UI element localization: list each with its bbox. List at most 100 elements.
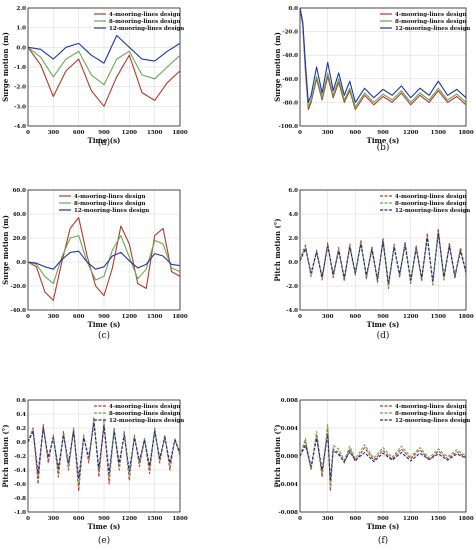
- y-tick-label: -20.0: [10, 284, 26, 290]
- x-tick-label: 1800: [172, 130, 187, 136]
- y-tick-label: -0.8: [14, 496, 26, 502]
- y-tick-label: 0.000: [281, 454, 298, 460]
- y-axis-label: Surge motion (m): [1, 32, 10, 102]
- x-tick-label: 600: [73, 130, 85, 136]
- legend-label: 12-mooring-lines design: [395, 418, 470, 424]
- x-tick-label: 0: [26, 314, 30, 320]
- legend-label: 8-mooring-lines design: [395, 19, 466, 25]
- y-tick-label: 0.0: [288, 260, 298, 266]
- x-tick-label: 300: [322, 130, 334, 136]
- y-tick-label: 4.0: [288, 212, 298, 218]
- legend-label: 12-mooring-lines design: [109, 418, 184, 424]
- series-line-3: [27, 34, 181, 64]
- series-line-1: [27, 416, 181, 492]
- x-tick-label: 900: [377, 314, 389, 320]
- y-tick-label: -4.0: [286, 308, 298, 314]
- series-line-1: [27, 46, 181, 107]
- y-tick-label: 2.0: [288, 236, 298, 242]
- x-tick-label: 0: [298, 130, 302, 136]
- x-axis-label: Time (s): [367, 320, 400, 329]
- plot-frame: [299, 189, 467, 311]
- y-tick-label: -2.0: [14, 85, 26, 91]
- y-tick-label: 0.2: [16, 426, 26, 432]
- x-axis-label: Time (s): [367, 136, 400, 145]
- series-line-1: [299, 227, 467, 289]
- panel-label: (a): [98, 137, 110, 148]
- y-tick-label: 0.6: [16, 398, 26, 404]
- series-line-3: [27, 250, 181, 270]
- series-line-3: [27, 422, 181, 479]
- plot-frame: [27, 399, 181, 513]
- y-tick-label: 20.0: [13, 236, 27, 242]
- plot-frame: [299, 7, 467, 127]
- y-axis-label: Pitch motion (°): [273, 424, 282, 487]
- series-line-3: [299, 232, 467, 285]
- panel-label: (e): [98, 535, 110, 546]
- y-axis-label: Pitch motion (°): [1, 424, 10, 487]
- x-tick-label: 1500: [431, 130, 446, 136]
- x-tick-label: 300: [322, 314, 334, 320]
- x-tick-label: 900: [377, 130, 389, 136]
- legend-label: 12-mooring-lines design: [395, 26, 470, 32]
- chart-panel-2: 0 300 600 900 1200 1500 1800 0.0 -20.0 -40.0 -60.0…: [273, 6, 474, 153]
- y-tick-label: 60.0: [13, 188, 27, 194]
- x-axis-label: Time (s): [367, 522, 400, 531]
- x-tick-label: 600: [73, 516, 85, 522]
- y-axis-label: Surge motion (m): [273, 32, 282, 102]
- y-tick-label: -20.0: [282, 30, 298, 36]
- x-tick-label: 900: [377, 516, 389, 522]
- y-tick-label: 0.0: [288, 6, 298, 12]
- plot-frame: [27, 7, 181, 127]
- x-tick-label: 600: [73, 314, 85, 320]
- y-tick-label: -2.0: [286, 284, 298, 290]
- legend-label: 4-mooring-lines design: [395, 194, 466, 200]
- y-tick-label: -40.0: [10, 308, 26, 314]
- y-tick-label: 40.0: [13, 212, 27, 218]
- y-tick-label: -60.0: [282, 77, 298, 83]
- series-line-1: [299, 7, 467, 111]
- x-tick-label: 0: [26, 516, 30, 522]
- chart-panel-3: 0 300 600 900 1200 1500 1800 60.0 40.0 20.0 0.0 -20…: [1, 188, 188, 341]
- x-tick-label: 1800: [458, 130, 473, 136]
- x-tick-label: 1200: [122, 516, 137, 522]
- legend-label: 12-mooring-lines design: [74, 208, 149, 214]
- x-tick-label: 0: [298, 516, 302, 522]
- y-tick-label: -0.008: [278, 510, 298, 516]
- y-tick-label: -1.0: [14, 510, 26, 516]
- plot-frame: [27, 189, 181, 311]
- panel-label: (f): [378, 535, 388, 546]
- y-tick-label: -40.0: [282, 53, 298, 59]
- y-tick-label: -80.0: [282, 100, 298, 106]
- x-tick-label: 600: [350, 314, 362, 320]
- y-axis-label: Surge motion (m): [1, 215, 10, 285]
- y-tick-label: -4.0: [14, 124, 26, 130]
- series-line-1: [27, 217, 181, 301]
- legend-label: 4-mooring-lines design: [74, 194, 145, 200]
- x-tick-label: 300: [322, 516, 334, 522]
- legend-label: 4-mooring-lines design: [109, 404, 180, 410]
- x-tick-label: 1800: [172, 516, 187, 522]
- legend-label: 8-mooring-lines design: [395, 411, 466, 417]
- legend-label: 12-mooring-lines design: [109, 26, 184, 32]
- x-tick-label: 900: [98, 130, 110, 136]
- x-tick-label: 1500: [147, 130, 162, 136]
- legend-label: 4-mooring-lines design: [109, 12, 180, 18]
- x-axis-label: Time (s): [88, 320, 121, 329]
- y-tick-label: -100.0: [278, 124, 298, 130]
- y-tick-label: 0.0: [16, 45, 26, 51]
- y-tick-label: -0.004: [278, 482, 298, 488]
- y-tick-label: 1.0: [16, 26, 26, 32]
- legend-label: 8-mooring-lines design: [74, 201, 145, 207]
- legend-label: 8-mooring-lines design: [109, 411, 180, 417]
- panel-label: (b): [377, 142, 390, 153]
- x-tick-label: 600: [350, 516, 362, 522]
- chart-panel-1: 0 300 600 900 1200 1500 1800 2.0 1.0 0.0 -1.0 -2.0 -…: [1, 6, 188, 148]
- y-tick-label: 2.0: [16, 6, 26, 12]
- series-line-2: [27, 235, 181, 285]
- series-line-1: [299, 427, 467, 492]
- x-tick-label: 1200: [403, 130, 418, 136]
- legend-label: 4-mooring-lines design: [395, 404, 466, 410]
- y-tick-label: -1.0: [14, 65, 26, 71]
- x-axis-label: Time (s): [88, 136, 121, 145]
